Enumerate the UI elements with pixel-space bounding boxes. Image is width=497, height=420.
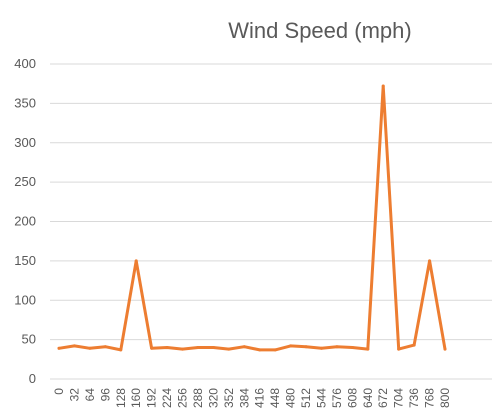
data-point xyxy=(165,346,169,349)
data-point xyxy=(227,347,231,351)
data-point xyxy=(196,346,200,349)
x-tick-label: 192 xyxy=(145,388,159,408)
x-tick-label: 512 xyxy=(299,388,313,408)
data-point xyxy=(366,347,370,351)
x-tick-label: 160 xyxy=(129,388,143,408)
data-point xyxy=(119,348,123,352)
x-tick-label: 544 xyxy=(314,388,328,408)
x-axis-ticks: 0 32 64 96 128 160 192 224 256 288 320 352 384 416 448… xyxy=(52,388,452,408)
x-tick-label: 288 xyxy=(191,388,205,408)
y-axis-ticks: 0 50 100 150 200 250 300 350 400 xyxy=(14,56,36,386)
data-point xyxy=(258,348,262,352)
x-tick-label: 384 xyxy=(237,388,251,408)
data-point xyxy=(242,345,246,349)
x-tick-label: 352 xyxy=(222,388,236,408)
x-tick-label: 704 xyxy=(392,388,406,408)
x-tick-label: 64 xyxy=(83,388,97,402)
data-point xyxy=(88,346,92,350)
data-point xyxy=(150,346,154,350)
x-tick-label: 32 xyxy=(67,388,81,402)
data-point xyxy=(319,346,323,350)
x-tick-label: 96 xyxy=(98,388,112,402)
x-tick-label: 640 xyxy=(361,388,375,408)
y-tick-label: 300 xyxy=(14,135,36,150)
y-tick-label: 200 xyxy=(14,214,36,229)
x-tick-label: 224 xyxy=(160,388,174,408)
y-tick-label: 250 xyxy=(14,174,36,189)
data-point xyxy=(181,347,185,351)
data-point xyxy=(335,345,339,349)
x-tick-label: 736 xyxy=(407,388,421,408)
data-point xyxy=(289,344,293,348)
x-tick-label: 800 xyxy=(438,388,452,408)
x-tick-label: 576 xyxy=(330,388,344,408)
x-tick-label: 448 xyxy=(268,388,282,408)
y-tick-label: 0 xyxy=(29,371,36,386)
x-tick-label: 608 xyxy=(345,388,359,408)
data-point xyxy=(397,347,401,351)
data-point xyxy=(134,259,138,263)
data-point xyxy=(428,259,432,263)
series-layer xyxy=(57,84,447,352)
y-tick-label: 50 xyxy=(22,332,36,347)
data-point xyxy=(103,345,107,349)
data-point xyxy=(304,345,308,349)
y-tick-label: 150 xyxy=(14,253,36,268)
x-tick-label: 320 xyxy=(206,388,220,408)
data-point xyxy=(211,346,215,349)
chart-title: Wind Speed (mph) xyxy=(228,18,411,43)
data-point xyxy=(273,348,277,352)
data-point xyxy=(443,347,447,351)
gridlines xyxy=(50,63,492,380)
x-tick-label: 128 xyxy=(114,388,128,408)
x-tick-label: 256 xyxy=(176,388,190,408)
x-tick-label: 416 xyxy=(253,388,267,408)
x-tick-label: 480 xyxy=(284,388,298,408)
y-tick-label: 100 xyxy=(14,292,36,307)
x-tick-label: 0 xyxy=(52,388,66,395)
data-point xyxy=(57,346,61,350)
series-line xyxy=(57,84,447,352)
data-point xyxy=(412,343,416,347)
x-tick-label: 672 xyxy=(376,388,390,408)
x-tick-label: 768 xyxy=(423,388,437,408)
data-point xyxy=(72,344,76,348)
data-point xyxy=(350,346,354,349)
data-point xyxy=(381,84,385,88)
y-tick-label: 400 xyxy=(14,56,36,71)
y-tick-label: 350 xyxy=(14,95,36,110)
